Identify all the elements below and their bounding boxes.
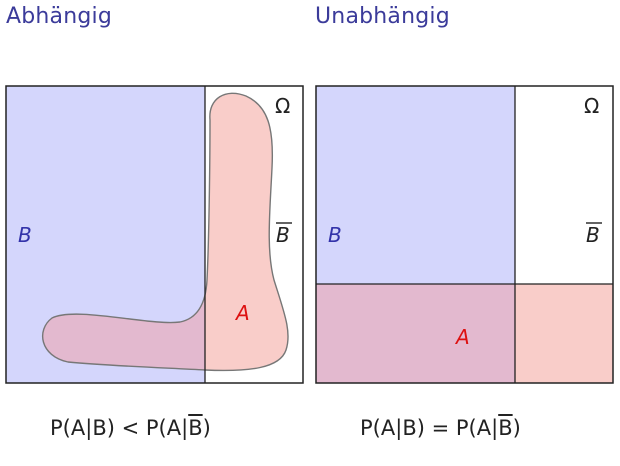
label-a-right: A xyxy=(454,325,470,349)
formula-right-rhs-set: B xyxy=(498,416,513,440)
formula-dependent: P(A|B) < P(A|B) xyxy=(50,416,211,440)
formula-right-relation: = xyxy=(424,416,456,440)
formula-left-lhs-prefix: P(A| xyxy=(50,416,93,440)
omega-label-left: Ω xyxy=(275,94,290,118)
heading-independent: Unabhängig xyxy=(315,4,450,29)
region-a-and-b-right xyxy=(316,284,515,383)
formula-right-lhs-suffix: ) xyxy=(416,416,425,440)
formula-right-rhs-prefix: P(A| xyxy=(455,416,499,440)
label-b-complement-right: B xyxy=(586,223,600,247)
region-a-outline xyxy=(42,92,289,372)
dependent-panel: Ω B B A xyxy=(5,85,304,384)
formula-left-rhs-suffix: ) xyxy=(202,416,211,440)
formula-left-rhs-set: B xyxy=(188,416,203,440)
formula-left-rhs-prefix: P(A| xyxy=(145,416,189,440)
omega-border-right xyxy=(315,85,614,384)
formula-right-lhs-set: B xyxy=(402,416,417,440)
omega-border-left xyxy=(5,85,304,384)
label-a-left: A xyxy=(234,301,250,325)
formula-left-lhs-suffix: ) xyxy=(106,416,115,440)
label-b-complement-left: B xyxy=(276,223,290,247)
label-b-left: B xyxy=(18,223,32,247)
heading-dependent: Abhängig xyxy=(6,4,113,29)
region-a-blob xyxy=(42,93,289,371)
region-a-only-right xyxy=(515,284,613,383)
formula-right-lhs-prefix: P(A| xyxy=(360,416,403,440)
independent-panel: Ω B B A xyxy=(315,85,614,384)
formula-independent: P(A|B) = P(A|B) xyxy=(360,416,521,440)
formula-right-rhs-suffix: ) xyxy=(512,416,521,440)
region-b-only-right xyxy=(316,86,515,284)
formula-left-lhs-set: B xyxy=(92,416,107,440)
label-b-right: B xyxy=(328,223,342,247)
omega-label-right: Ω xyxy=(584,94,599,118)
region-a-and-b-left xyxy=(42,295,205,370)
formula-left-relation: < xyxy=(114,416,146,440)
